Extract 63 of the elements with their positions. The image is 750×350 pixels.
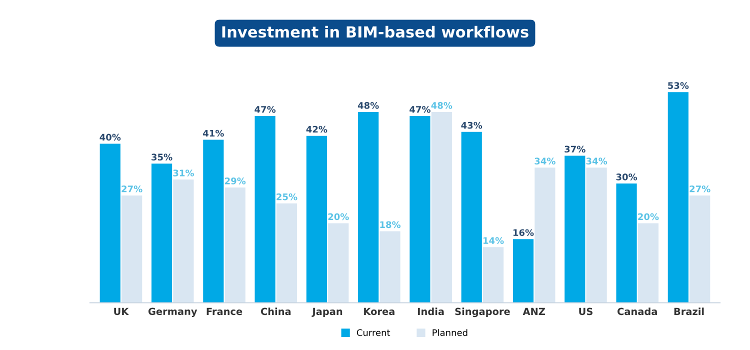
data-label: 48%: [431, 102, 452, 109]
data-label: 18%: [380, 221, 401, 228]
data-label: 27%: [122, 185, 142, 192]
x-tick-label: India: [418, 308, 444, 316]
x-tick-label: China: [260, 308, 291, 316]
bar: [483, 247, 504, 303]
bar: [616, 184, 637, 303]
data-label: 41%: [203, 130, 224, 137]
x-tick-label: Germany: [148, 308, 198, 318]
x-tick-label: ANZ: [522, 308, 546, 315]
data-label: 25%: [276, 193, 298, 200]
x-tick-label: Korea: [364, 308, 394, 316]
x-tick-label: France: [206, 308, 242, 316]
bar: [276, 203, 298, 303]
data-label: 20%: [328, 213, 349, 220]
data-label: 43%: [461, 122, 482, 129]
bar: [151, 164, 172, 303]
bar: [638, 223, 659, 303]
data-label: 16%: [513, 229, 534, 236]
data-label: 37%: [564, 146, 586, 153]
bar: [690, 195, 710, 303]
data-label: 48%: [358, 102, 379, 109]
legend-label: Planned: [432, 329, 468, 336]
data-label: 20%: [638, 213, 659, 220]
data-label: 34%: [534, 158, 556, 164]
bar: [431, 112, 452, 303]
data-label: 53%: [668, 82, 689, 89]
bar: [534, 168, 556, 303]
x-tick-label: UK: [114, 308, 129, 316]
bar: [512, 239, 534, 303]
data-label: 35%: [152, 154, 172, 161]
data-label: 47%: [254, 106, 276, 113]
bar: [410, 116, 430, 303]
bar: [461, 132, 482, 303]
bar: [564, 156, 586, 303]
bar: [254, 116, 276, 303]
bar: [203, 140, 224, 303]
bar: [358, 112, 379, 303]
bar: [586, 168, 607, 303]
legend-label: Current: [356, 329, 390, 336]
bar: [173, 180, 194, 303]
data-label: 31%: [173, 170, 194, 176]
x-tick-label: Canada: [618, 308, 657, 316]
data-label: 27%: [690, 185, 710, 192]
data-label: 40%: [100, 134, 121, 141]
x-tick-label: US: [579, 308, 592, 316]
x-tick-label: Japan: [312, 308, 342, 318]
x-tick-label: Brazil: [674, 308, 704, 316]
data-label: 34%: [586, 158, 608, 164]
bar: [100, 144, 120, 303]
data-label: 42%: [306, 126, 328, 133]
x-tick-label: Singapore: [455, 308, 510, 318]
bar: [328, 223, 349, 303]
data-label: 14%: [484, 237, 504, 244]
data-label: 47%: [410, 106, 430, 113]
bar: [224, 187, 246, 303]
bar: [122, 195, 142, 303]
bar: [306, 136, 327, 303]
chart-title: Investment in BIM-based workflows: [222, 26, 528, 38]
data-label: 29%: [225, 178, 246, 184]
data-label: 30%: [616, 174, 638, 180]
bar: [668, 92, 688, 303]
bar: [380, 231, 400, 303]
